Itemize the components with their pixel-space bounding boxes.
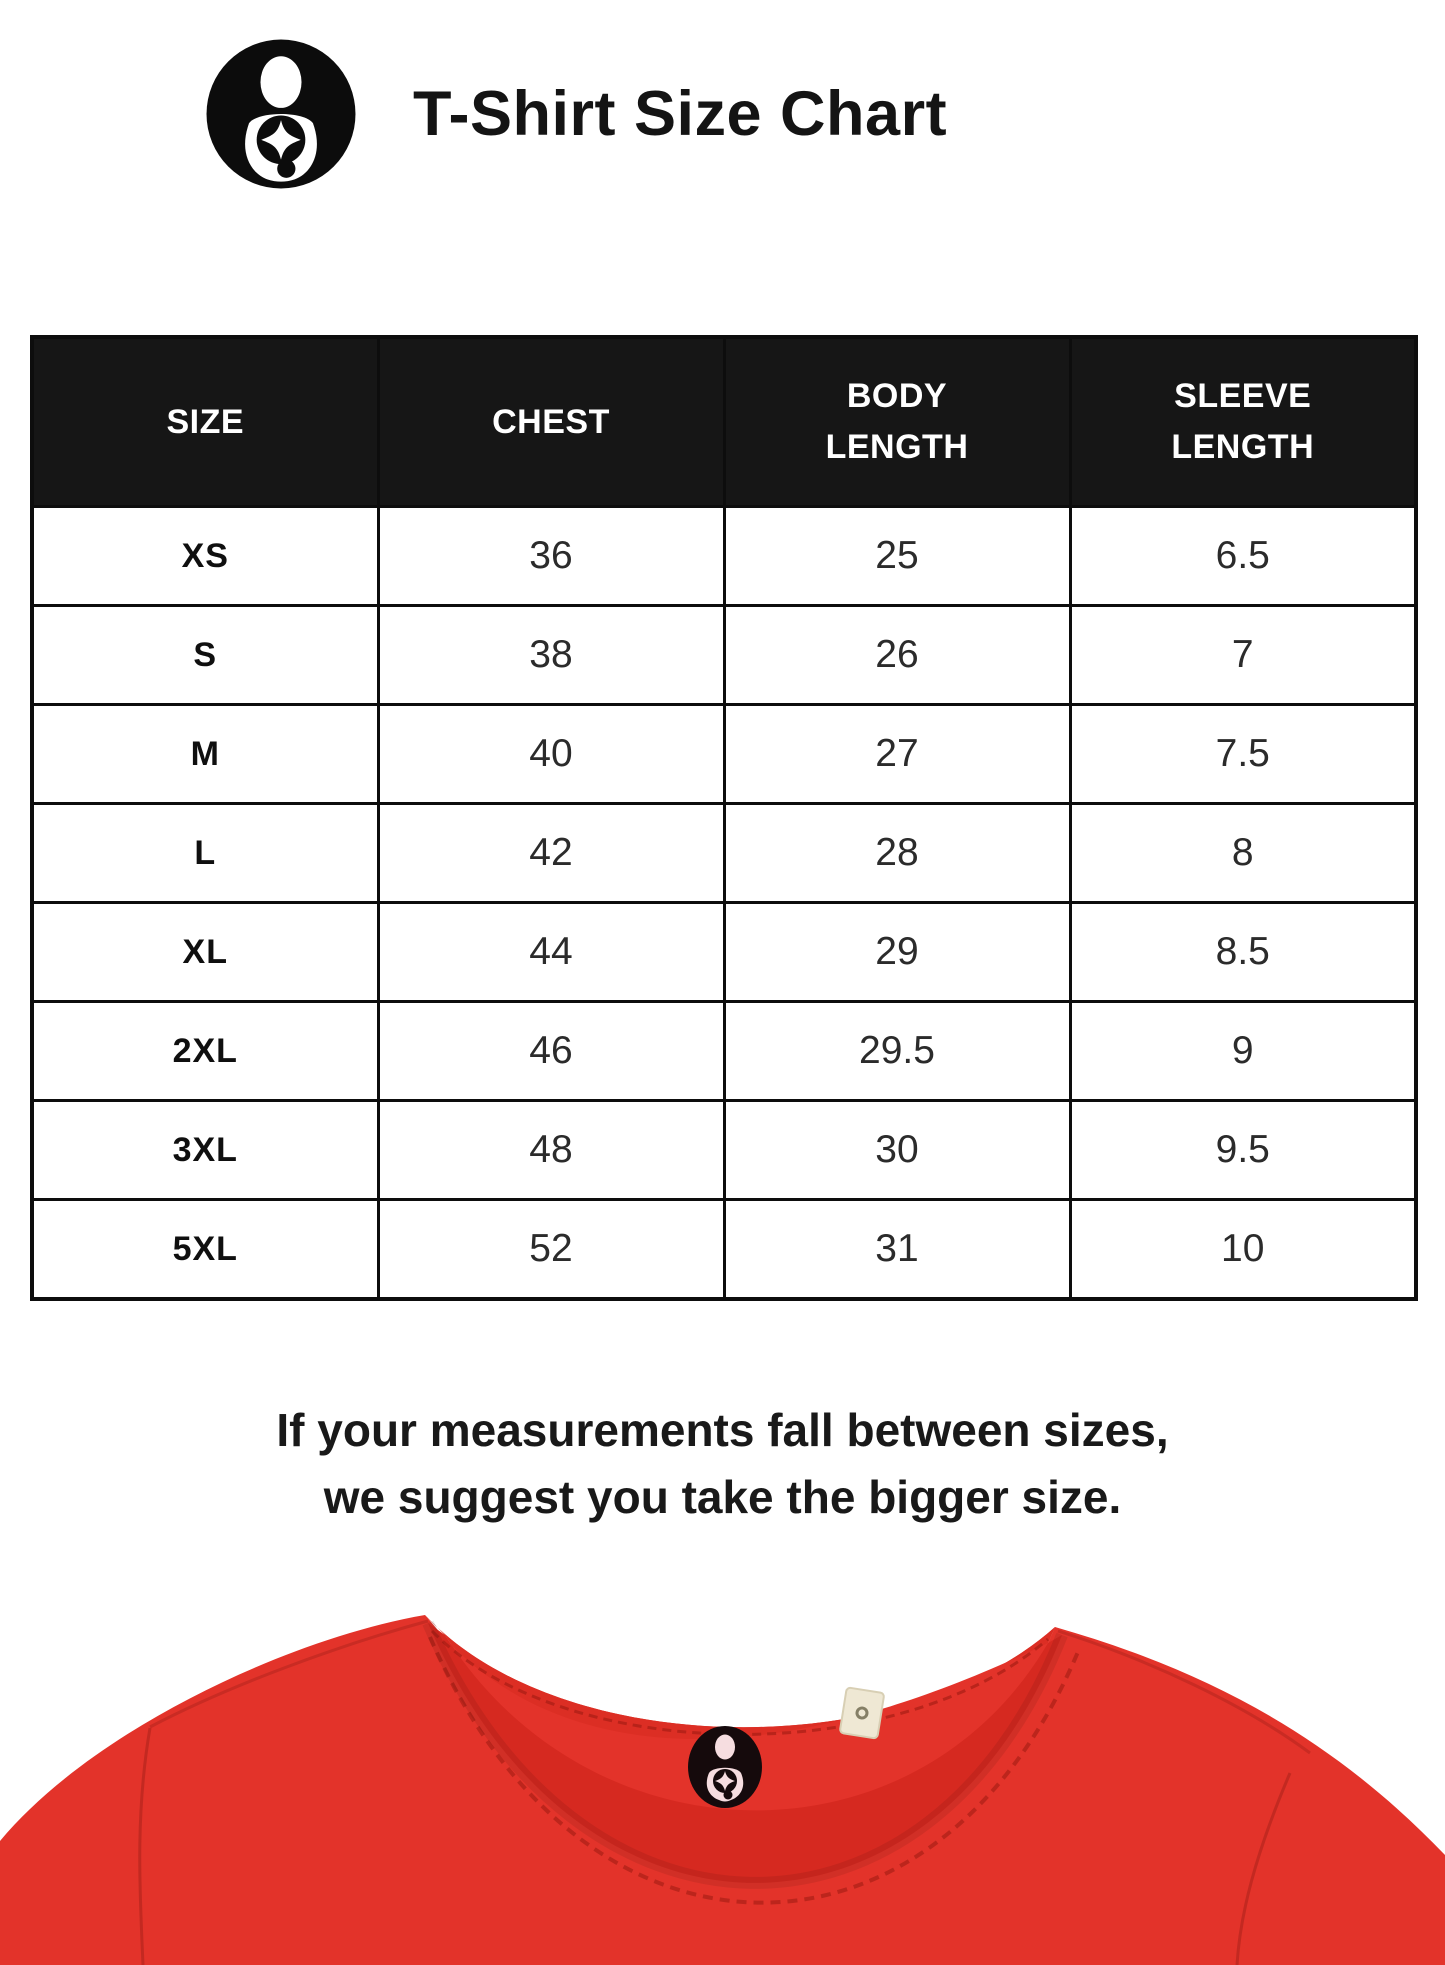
size-cell: 5XL bbox=[30, 1198, 380, 1301]
column-header: SLEEVE LENGTH bbox=[1068, 335, 1418, 508]
size-cell: S bbox=[30, 604, 380, 706]
measurement-cell: 44 bbox=[376, 901, 726, 1003]
measurement-cell: 27 bbox=[722, 703, 1072, 805]
page-header: T-Shirt Size Chart bbox=[205, 38, 1445, 190]
measurement-cell: 7.5 bbox=[1068, 703, 1418, 805]
table-row: L 42 28 8 bbox=[30, 802, 1418, 904]
column-header: BODY LENGTH bbox=[722, 335, 1072, 508]
note-line1: If your measurements fall between sizes, bbox=[276, 1404, 1169, 1456]
measurement-cell: 9.5 bbox=[1068, 1099, 1418, 1201]
table-row: 3XL 48 30 9.5 bbox=[30, 1099, 1418, 1201]
measurement-cell: 26 bbox=[722, 604, 1072, 706]
brand-logo-icon bbox=[206, 39, 356, 189]
measurement-cell: 46 bbox=[376, 1000, 726, 1102]
page-title: T-Shirt Size Chart bbox=[413, 79, 948, 149]
neck-label-logo-icon bbox=[688, 1726, 762, 1808]
table-row: 5XL 52 31 10 bbox=[30, 1198, 1418, 1301]
measurement-cell: 8 bbox=[1068, 802, 1418, 904]
measurement-cell: 31 bbox=[722, 1198, 1072, 1301]
measurement-cell: 29.5 bbox=[722, 1000, 1072, 1102]
size-note: If your measurements fall between sizes,… bbox=[0, 1397, 1445, 1530]
size-cell: 3XL bbox=[30, 1099, 380, 1201]
measurement-cell: 10 bbox=[1068, 1198, 1418, 1301]
size-table-head: SIZE CHEST BODY LENGTH SLEEVE LENGTH bbox=[30, 335, 1418, 508]
table-row: XS 36 25 6.5 bbox=[30, 505, 1418, 607]
size-chart-page: T-Shirt Size Chart SIZE CHEST BODY LENGTH S… bbox=[0, 38, 1445, 1965]
measurement-cell: 28 bbox=[722, 802, 1072, 904]
measurement-cell: 6.5 bbox=[1068, 505, 1418, 607]
measurement-cell: 29 bbox=[722, 901, 1072, 1003]
measurement-cell: 38 bbox=[376, 604, 726, 706]
measurement-cell: 40 bbox=[376, 703, 726, 805]
column-header: SIZE bbox=[30, 335, 380, 508]
size-cell: M bbox=[30, 703, 380, 805]
size-cell: 2XL bbox=[30, 1000, 380, 1102]
table-header-row: SIZE CHEST BODY LENGTH SLEEVE LENGTH bbox=[30, 335, 1418, 508]
table-row: M 40 27 7.5 bbox=[30, 703, 1418, 805]
size-table-body: XS 36 25 6.5 S 38 26 7 M 40 27 7.5 L 42 28 8 XL 44 29 8.5 2X… bbox=[30, 505, 1418, 1301]
measurement-cell: 7 bbox=[1068, 604, 1418, 706]
size-table: SIZE CHEST BODY LENGTH SLEEVE LENGTH XS 36 25… bbox=[30, 335, 1418, 1301]
size-tag bbox=[839, 1686, 885, 1740]
table-row: S 38 26 7 bbox=[30, 604, 1418, 706]
measurement-cell: 42 bbox=[376, 802, 726, 904]
tshirt-collar-photo bbox=[0, 1615, 1445, 1965]
column-header: CHEST bbox=[376, 335, 726, 508]
measurement-cell: 52 bbox=[376, 1198, 726, 1301]
measurement-cell: 25 bbox=[722, 505, 1072, 607]
size-cell: L bbox=[30, 802, 380, 904]
table-row: 2XL 46 29.5 9 bbox=[30, 1000, 1418, 1102]
size-cell: XS bbox=[30, 505, 380, 607]
measurement-cell: 30 bbox=[722, 1099, 1072, 1201]
measurement-cell: 9 bbox=[1068, 1000, 1418, 1102]
table-row: XL 44 29 8.5 bbox=[30, 901, 1418, 1003]
collar-band bbox=[428, 1623, 1062, 1883]
measurement-cell: 36 bbox=[376, 505, 726, 607]
size-cell: XL bbox=[30, 901, 380, 1003]
note-line2: we suggest you take the bigger size. bbox=[323, 1470, 1122, 1523]
measurement-cell: 48 bbox=[376, 1099, 726, 1201]
measurement-cell: 8.5 bbox=[1068, 901, 1418, 1003]
